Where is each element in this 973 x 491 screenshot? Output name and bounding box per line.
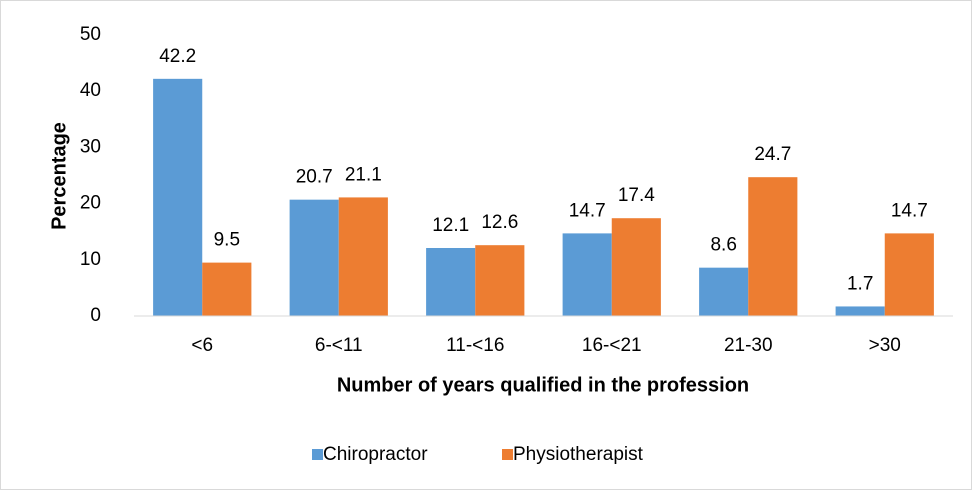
y-tick-label: 10 (80, 249, 101, 270)
bar (611, 218, 661, 316)
bar (699, 267, 749, 316)
bar (153, 78, 203, 316)
x-tick-label: <6 (191, 335, 213, 356)
bar (884, 233, 934, 316)
x-tick-label: 6-<11 (315, 335, 363, 356)
bar (426, 247, 476, 316)
data-label: 9.5 (214, 230, 240, 251)
legend-label: Chiropractor (323, 444, 428, 465)
data-label: 17.4 (618, 185, 655, 206)
data-label: 1.7 (847, 273, 873, 294)
y-tick-label: 0 (90, 305, 101, 326)
x-tick-label: 11-<16 (446, 335, 504, 356)
x-tick-label: 21-30 (724, 335, 773, 356)
data-label: 24.7 (754, 144, 791, 165)
data-label: 42.2 (159, 46, 196, 67)
bar (289, 199, 339, 316)
bar (835, 306, 885, 316)
bar (475, 245, 525, 316)
bar (338, 197, 388, 316)
data-label: 12.1 (432, 215, 469, 236)
data-label: 8.6 (710, 235, 736, 256)
data-label: 14.7 (891, 200, 928, 221)
data-label: 12.6 (481, 212, 518, 233)
data-label: 20.7 (296, 167, 333, 188)
x-axis-title: Number of years qualified in the profess… (337, 374, 749, 396)
y-axis-title: Percentage (48, 122, 70, 230)
y-tick-label: 40 (80, 80, 101, 101)
legend-label: Physiotherapist (513, 444, 644, 465)
y-tick-label: 30 (80, 136, 101, 157)
bar (748, 177, 798, 316)
data-label: 21.1 (345, 164, 382, 185)
data-label: 14.7 (569, 200, 606, 221)
bar (202, 262, 252, 316)
x-tick-label: 16-<21 (582, 335, 642, 356)
x-tick-label: >30 (869, 335, 901, 356)
bar (562, 233, 612, 316)
legend-swatch (502, 449, 513, 460)
y-tick-label: 50 (80, 24, 101, 45)
y-tick-label: 20 (80, 193, 101, 214)
legend-swatch (312, 449, 323, 460)
